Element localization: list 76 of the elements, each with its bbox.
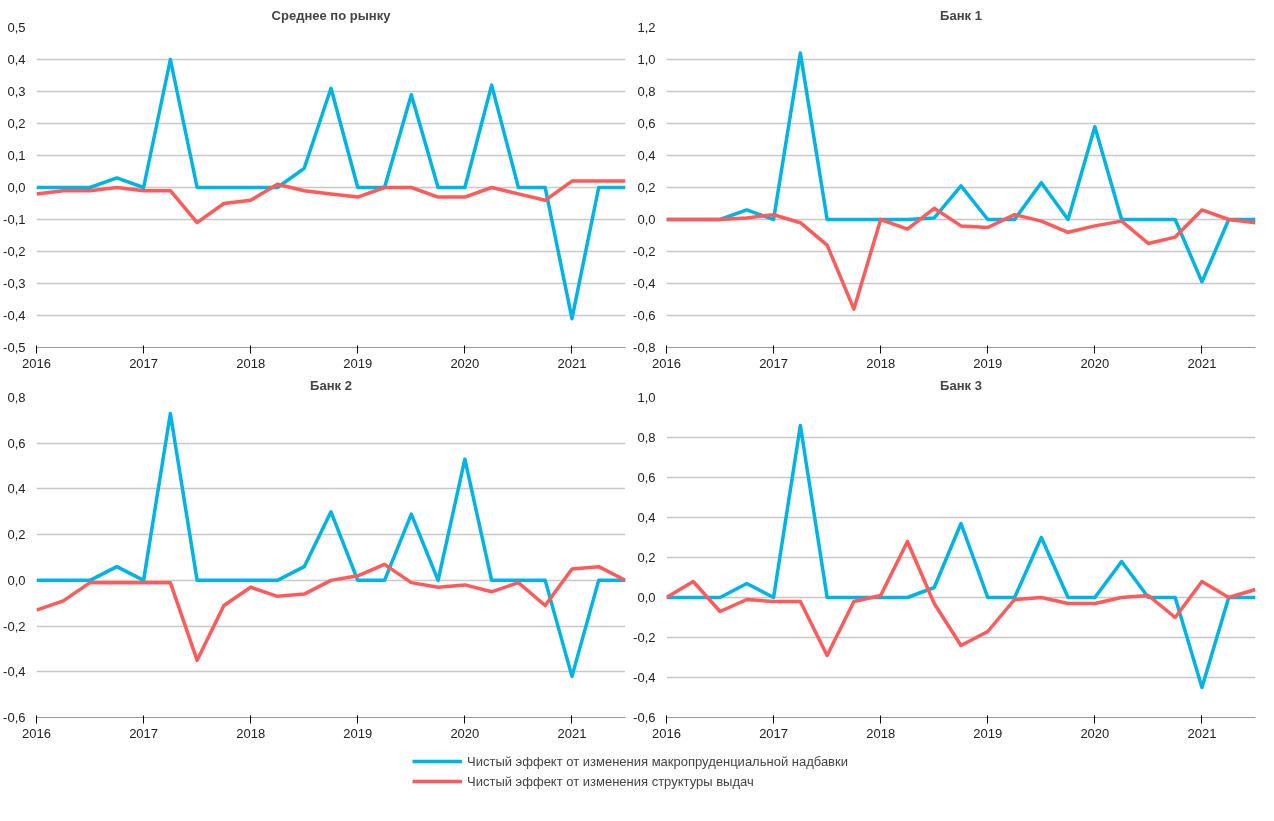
y-tick-label: -0,3 bbox=[3, 276, 26, 291]
x-tick-label: 2021 bbox=[1187, 725, 1217, 741]
x-tick-label: 2017 bbox=[759, 725, 789, 741]
x-tick-label: 2021 bbox=[1187, 355, 1217, 371]
y-tick-label: 0,6 bbox=[637, 470, 656, 485]
line-series bbox=[36, 411, 626, 679]
line-series bbox=[666, 423, 1256, 690]
y-tick-label: 0,4 bbox=[7, 481, 26, 497]
y-tick-label: -0,1 bbox=[3, 212, 26, 227]
x-tick-label: 2016 bbox=[652, 725, 681, 741]
x-tick-label: 2019 bbox=[973, 355, 1003, 371]
y-tick-label: 0,5 bbox=[7, 20, 26, 35]
legend-label: Чистый эффект от изменения структуры выдач bbox=[467, 773, 754, 789]
x-tick-label: 2017 bbox=[129, 355, 159, 371]
line-series bbox=[666, 206, 1256, 311]
y-tick-label: -0,6 bbox=[633, 710, 656, 725]
y-tick-label: 0,8 bbox=[637, 84, 656, 99]
y-tick-label: -0,6 bbox=[633, 308, 656, 323]
x-tick-label: 2019 bbox=[343, 355, 373, 371]
x-tick-label: 2018 bbox=[236, 355, 266, 371]
y-tick-label: 0,0 bbox=[7, 180, 26, 195]
y-tick-label: 0,4 bbox=[637, 148, 656, 163]
chart-title: Банк 1 bbox=[940, 7, 982, 23]
y-tick-label: -0,4 bbox=[3, 308, 26, 323]
x-tick-label: 2018 bbox=[866, 725, 896, 741]
y-tick-label: 0,2 bbox=[7, 527, 26, 543]
x-tick-label: 2020 bbox=[1080, 725, 1110, 741]
x-tick-label: 2017 bbox=[759, 355, 789, 371]
x-tick-label: 2016 bbox=[22, 355, 51, 371]
x-tick-label: 2016 bbox=[652, 355, 681, 371]
chart-title: Среднее по рынку bbox=[271, 7, 392, 23]
x-tick-label: 2018 bbox=[236, 725, 266, 741]
y-tick-label: 0,4 bbox=[637, 510, 656, 525]
y-tick-label: 1,0 bbox=[637, 390, 656, 405]
x-tick-label: 2021 bbox=[557, 725, 587, 741]
y-tick-label: 0,0 bbox=[7, 572, 26, 588]
y-tick-label: 0,3 bbox=[7, 84, 26, 99]
y-tick-label: 0,2 bbox=[637, 180, 656, 195]
x-tick-label: 2020 bbox=[1080, 355, 1110, 371]
line-series bbox=[36, 57, 626, 321]
y-tick-label: 0,6 bbox=[7, 435, 26, 451]
y-tick-label: 0,1 bbox=[7, 148, 26, 163]
y-tick-label: 0,8 bbox=[637, 430, 656, 445]
y-tick-label: 0,2 bbox=[637, 550, 656, 565]
legend-label: Чистый эффект от изменения макропруденциальной надбавки bbox=[467, 753, 848, 769]
y-tick-label: 0,2 bbox=[7, 116, 26, 131]
line-series bbox=[36, 562, 626, 663]
line-series bbox=[666, 539, 1256, 658]
y-tick-label: -0,5 bbox=[3, 340, 26, 355]
y-tick-label: -0,4 bbox=[633, 276, 656, 291]
chart-title: Банк 2 bbox=[310, 377, 352, 393]
y-tick-label: 0,0 bbox=[637, 212, 656, 227]
y-tick-label: -0,2 bbox=[633, 244, 656, 259]
y-tick-label: -0,2 bbox=[3, 618, 26, 634]
x-tick-label: 2018 bbox=[866, 355, 896, 371]
y-tick-label: 0,0 bbox=[637, 590, 656, 605]
y-tick-label: 0,6 bbox=[637, 116, 656, 131]
x-tick-label: 2021 bbox=[557, 355, 587, 371]
y-tick-label: -0,2 bbox=[3, 244, 26, 259]
y-tick-label: -0,2 bbox=[633, 630, 656, 645]
y-tick-label: 1,0 bbox=[637, 52, 656, 67]
x-tick-label: 2020 bbox=[450, 725, 480, 741]
y-tick-label: -0,8 bbox=[633, 340, 656, 355]
x-tick-label: 2019 bbox=[973, 725, 1003, 741]
x-tick-label: 2019 bbox=[343, 725, 373, 741]
y-tick-label: -0,4 bbox=[633, 670, 656, 685]
x-tick-label: 2017 bbox=[129, 725, 159, 741]
y-tick-label: -0,6 bbox=[3, 710, 26, 725]
y-tick-label: 0,8 bbox=[7, 390, 26, 405]
y-tick-label: 1,2 bbox=[637, 20, 656, 35]
line-series bbox=[36, 179, 626, 225]
x-tick-label: 2020 bbox=[450, 355, 480, 371]
x-tick-label: 2016 bbox=[22, 725, 51, 741]
y-tick-label: 0,4 bbox=[7, 52, 26, 67]
chart-title: Банк 3 bbox=[940, 377, 982, 393]
y-tick-label: -0,4 bbox=[3, 664, 26, 680]
